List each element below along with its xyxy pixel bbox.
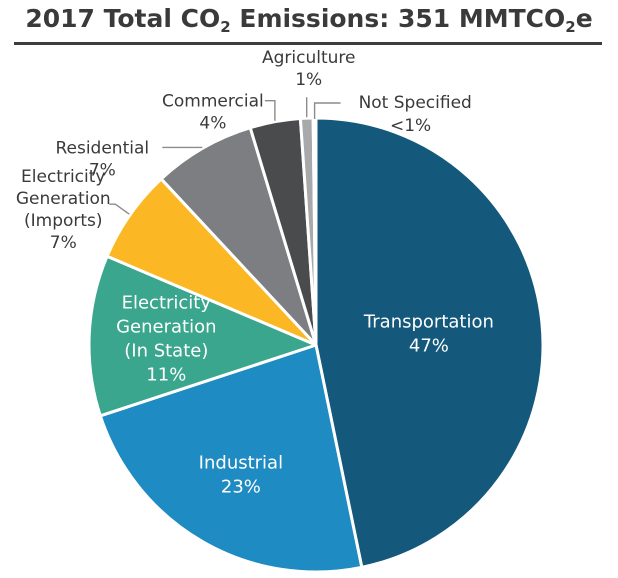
label-industrial-line: 23%: [221, 477, 261, 498]
chart-title: 2017 Total CO2 Emissions: 351 MMTCO2e: [0, 0, 618, 40]
title-text-1: 2017 Total CO: [25, 4, 221, 33]
label-electricity-generation-in-state-line: Electricity: [122, 293, 212, 314]
label-electricity-generation-imports-line: 7%: [50, 233, 77, 253]
label-electricity-generation-imports-line: Generation: [16, 189, 111, 209]
label-agriculture-line: 1%: [295, 70, 322, 90]
label-not-specified-pct: <1%: [390, 116, 431, 136]
title-rule: [14, 42, 602, 45]
slice-industrial: [98, 343, 364, 574]
pie-labels: Transportation 47% Industrial 23% Electricit…: [16, 48, 494, 497]
title-text-3: e: [575, 4, 593, 33]
slice-transportation: [314, 116, 545, 569]
label-residential-line: 7%: [89, 160, 116, 180]
label-electricity-generation-in-state-line: Generation: [116, 317, 216, 338]
label-residential-line: Residential: [55, 138, 149, 158]
label-electricity-generation-imports-line: Electricity: [21, 167, 105, 187]
label-electricity-generation-in-state-line: (In State): [124, 341, 208, 362]
title-text-2: Emissions: 351 MMTCO: [230, 4, 566, 33]
label-electricity-generation-in-state-line: 11%: [146, 365, 186, 386]
label-transportation-line: Transportation: [363, 311, 494, 332]
label-commercial-line: Commercial: [162, 92, 264, 112]
pie-slices: [87, 116, 545, 574]
label-electricity-generation-imports-line: (Imports): [24, 211, 103, 231]
label-commercial-line: 4%: [199, 114, 226, 134]
label-not-specified-line: Not Specified: [359, 93, 472, 113]
leader-line-commercial: [264, 100, 276, 121]
title-subscript-1: 2: [220, 18, 231, 36]
title-subscript-2: 2: [565, 18, 576, 36]
label-industrial-line: Industrial: [199, 453, 283, 474]
slice-residential: [159, 126, 318, 347]
leader-line-electricity-generation-imports: [109, 203, 130, 215]
slice-electricity-generation-in-state: [87, 254, 318, 418]
label-agriculture-line: Agriculture: [262, 48, 356, 68]
leader-line-not-specified: [313, 102, 341, 119]
label-transportation-line: 47%: [409, 335, 449, 356]
